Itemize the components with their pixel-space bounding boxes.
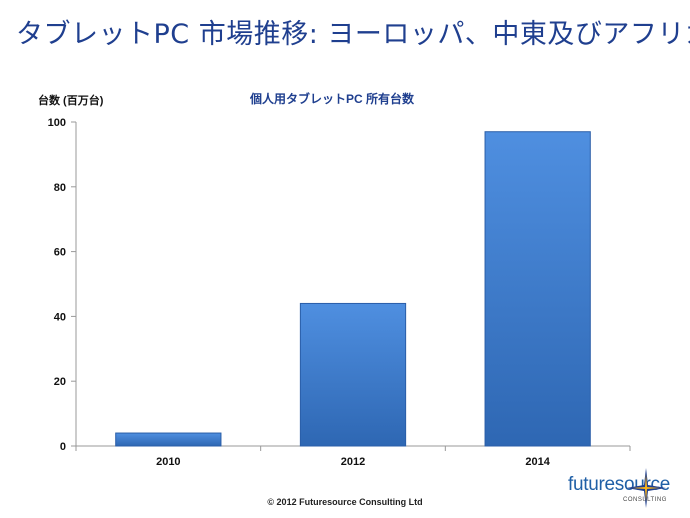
x-tick-label: 2010 [156, 456, 180, 468]
bar-2010 [115, 432, 222, 447]
logo-subtitle: CONSULTING [623, 497, 667, 503]
star-burst-icon [626, 468, 666, 508]
copyright-footer: © 2012 Futuresource Consulting Ltd [267, 497, 423, 507]
y-tick-label: 20 [54, 376, 66, 388]
y-axis-label: 台数 (百万台) [38, 95, 104, 107]
x-tick-label: 2014 [525, 456, 550, 468]
y-tick-label: 0 [60, 441, 66, 453]
y-tick-label: 60 [54, 247, 66, 259]
chart-title: 個人用タブレットPC 所有台数 [250, 92, 415, 106]
bar-2012 [299, 302, 407, 447]
y-tick-label: 40 [54, 311, 66, 323]
slide-title: タブレットPC 市場推移: ヨーロッパ、中東及びアフリカ [16, 19, 690, 50]
y-tick-label: 100 [48, 117, 66, 129]
x-tick-label: 2012 [341, 456, 365, 468]
futuresource-logo: futuresource CONSULTING [568, 466, 680, 510]
y-tick-label: 80 [54, 182, 66, 194]
bar-2014 [484, 131, 591, 447]
